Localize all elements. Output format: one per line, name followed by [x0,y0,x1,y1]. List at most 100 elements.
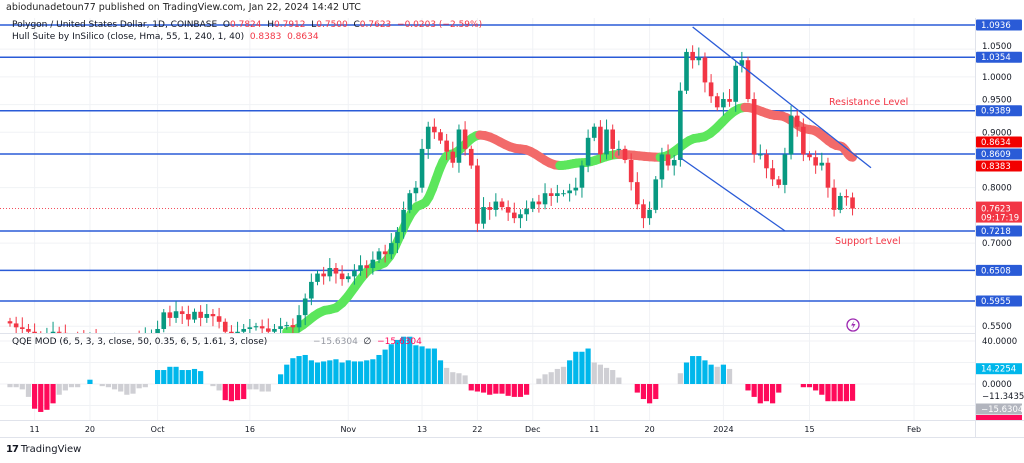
qqe-value-badge-bg [976,403,1022,415]
qqe-histogram-bar [474,384,480,392]
candle-body [678,90,683,160]
qqe-histogram-bar [560,366,567,384]
tradingview-footer[interactable]: 17 TradingView [6,444,81,455]
qqe-histogram-bar [517,384,524,397]
qqe-histogram-bar [339,362,345,384]
qqe-value-badge: 14.2254 [976,363,1022,375]
high-label: H [267,20,275,30]
qqe-histogram-bar [493,384,499,394]
price-pane[interactable] [0,24,975,356]
price-tick-label: 0.9000 [982,128,1012,138]
candle-body [26,328,31,332]
channel-trendline[interactable] [679,157,786,232]
grid [0,18,975,420]
candle-body [364,265,369,269]
qqe-histogram-bar [751,384,757,397]
hull-price-badge-bg [976,160,1022,172]
candle-body [573,187,579,191]
qqe-histogram-bar [284,364,290,384]
qqe-empty-symbol: ∅ [363,337,372,347]
candle-body [210,314,216,317]
qqe-histogram-bar [155,370,161,384]
qqe-histogram-bar [124,384,130,395]
low-label: L [311,20,317,30]
qqe-histogram-bar [696,356,702,384]
bar-countdown-text: 09:17:19 [981,214,1019,224]
qqe-histogram-bar [554,368,560,384]
qqe-histogram-bar [234,384,241,401]
qqe-histogram-bar [351,361,357,384]
qqe-histogram-bar [191,368,198,384]
time-axis[interactable]: 11 20 Oct 16 Nov 13 22 Dec 11 20 2024 15 Feb [30,425,922,434]
qqe-histogram-bar [708,364,714,384]
qqe-histogram-bar [419,346,425,384]
qqe-histogram-bar [185,370,191,384]
candle-body [665,154,671,166]
qqe-legend[interactable]: QQE MOD (6, 5, 3, 3, close, 50, 0.35, 6,… [12,337,422,347]
candle-body [481,207,486,224]
symbol-legend[interactable]: Polygon / United States Dollar, 1D, COIN… [12,20,482,30]
qqe-tick-label: 40.0000 [982,337,1017,347]
qqe-histogram-bar [413,345,419,384]
hull-legend[interactable]: Hull Suite by InSilico (close, Hma, 55, … [12,32,319,42]
candle-body [813,157,818,166]
qqe-histogram-bar [511,384,517,397]
qqe-histogram-bar [118,384,124,392]
high-value: 0.7912 [274,20,306,30]
candle-body [708,82,714,97]
candle-body [321,273,326,277]
candle-body [659,154,665,180]
candle-body [401,209,406,233]
qqe-histogram-bar [813,384,819,391]
candle-body [7,321,13,324]
qqe-histogram-bar [314,362,321,384]
candle-body [604,129,609,155]
candle-body [229,331,234,333]
qqe-histogram-bar [161,370,167,384]
qqe-histogram-bar [376,354,382,384]
candle-body [333,268,339,274]
qqe-histogram-bar [296,356,302,384]
candle-body [266,328,271,332]
candle-body [462,129,468,149]
level-price-badge: 0.6508 [976,264,1022,276]
level-price-badge: 1.0936 [976,19,1022,31]
qqe-histogram-bar [591,362,597,384]
qqe-histogram-bar [401,336,407,384]
qqe-histogram-bar [468,384,474,391]
qqe-pane[interactable] [7,336,856,412]
qqe-histogram-bar [653,384,659,400]
time-tick-label: 15 [804,425,814,434]
channel-trendline[interactable] [692,26,872,169]
candle-body [702,57,708,83]
candle-body [622,148,628,160]
candle-body [155,328,160,333]
qqe-histogram-bar [357,361,364,384]
hull-price-badge-text: 0.8383 [981,162,1011,172]
qqe-signal-badge [976,415,1022,420]
candle-body [548,193,554,196]
qqe-histogram-bar [431,348,437,384]
candle-body [13,323,19,328]
candle-body [758,154,763,156]
qqe-histogram-bar [7,384,13,388]
level-price-badge-text: 1.0936 [981,21,1011,31]
current-price-badge-bg [976,201,1022,223]
qqe-value-badge: −15.6304 [976,403,1023,415]
candle-body [413,187,419,194]
price-axis[interactable]: 1.0500 1.0000 0.9500 0.9000 0.8000 0.7000 0.55… [976,19,1024,421]
time-tick-label: 13 [417,425,427,434]
qqe-histogram-bar [142,384,148,388]
time-tick-label: Dec [525,425,540,434]
candle-body [370,259,376,269]
candle-body [444,140,449,152]
candle-body [764,154,769,169]
qqe-histogram-bar [776,384,782,393]
candle-body [794,115,800,127]
tradingview-logo-icon: 17 [6,444,19,455]
time-tick-label: 22 [472,425,482,434]
qqe-histogram-bar [726,368,733,384]
lightning-icon[interactable] [846,318,860,332]
